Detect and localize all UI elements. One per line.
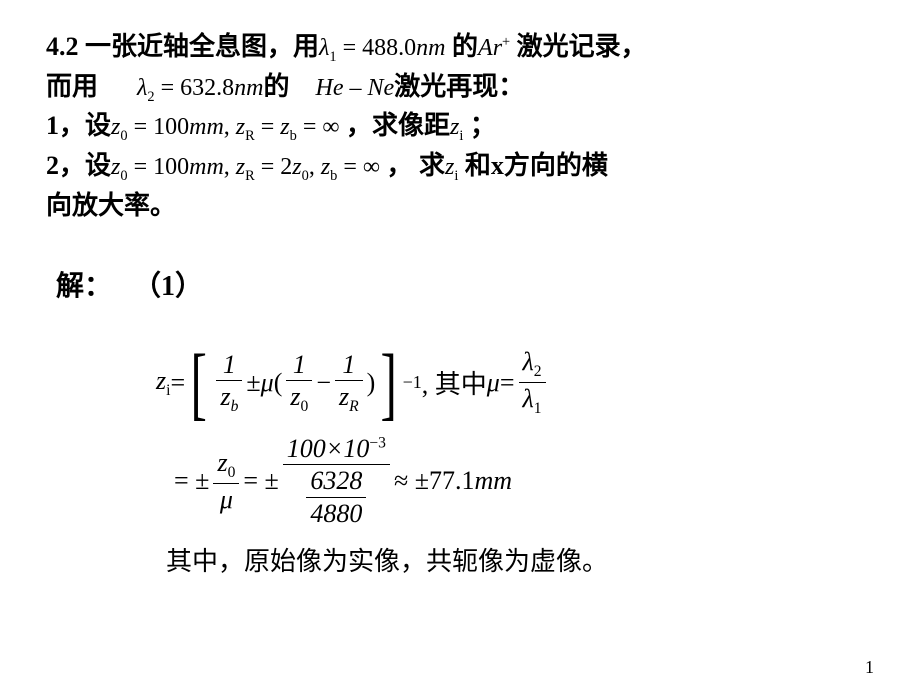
lambda2: λ2 = 632.8nm	[137, 75, 264, 101]
z0-eq-2: z0 = 100mm, zR = 2z0, zb = ∞	[111, 154, 380, 180]
text: ， 求	[380, 151, 445, 180]
problem-line-4: 2，设z0 = 100mm, zR = 2z0, zb = ∞ ， 求zi 和x…	[46, 147, 880, 187]
text: 的	[264, 72, 290, 101]
eq-pm: = ±	[174, 466, 209, 496]
text: 向放大率。	[46, 191, 176, 220]
formula-row-1: zi = [ 1 zb ± μ ( 1 z0 − 1 zR )	[156, 346, 880, 528]
approx-val: ≈ ±77.1	[394, 466, 475, 496]
frac-z0-mu: z0 μ	[213, 447, 239, 515]
power-neg1: −1	[403, 372, 422, 393]
right-bracket: ]	[381, 350, 397, 416]
zi: zi	[156, 366, 170, 400]
frac-lambda: λ2 λ1	[519, 346, 546, 419]
rparen: )	[367, 368, 376, 398]
formula-row-2: = ± z0 μ = ± 100×10−3 6328 4880 ≈ ±77.1	[174, 433, 880, 529]
text: 4.2 一张近轴全息图，用	[46, 32, 319, 61]
where-text: , 其中	[422, 364, 487, 401]
text: 而用	[46, 72, 98, 101]
z0-eq: z0 = 100mm, zR = zb = ∞	[111, 114, 339, 140]
text: 和x方向的横	[458, 151, 608, 180]
equals: =	[170, 368, 185, 398]
text: 1，设	[46, 111, 111, 140]
lambda1: λ1 = 488.0nm	[319, 35, 446, 61]
problem-line-3: 1，设z0 = 100mm, zR = zb = ∞ ，求像距zi ；	[46, 107, 880, 147]
solution-label: 解： （1）	[56, 264, 880, 304]
frac-numeric: 100×10−3 6328 4880	[283, 433, 390, 529]
left-bracket: [	[191, 350, 207, 416]
text: ，求像距	[339, 111, 450, 140]
conclusion-text: 其中，原始像为实像，共轭像为虚像。	[166, 541, 880, 578]
he-ne: He – Ne	[316, 75, 395, 101]
frac-1-zR: 1 zR	[335, 349, 363, 417]
zi: zi	[450, 114, 463, 140]
problem-line-5: 向放大率。	[46, 187, 880, 225]
zi-2: zi	[445, 154, 458, 180]
text: ；	[463, 111, 496, 140]
problem-line-1: 4.2 一张近轴全息图，用λ1 = 488.0nm 的Ar+ 激光记录，	[46, 28, 880, 68]
ar-ion: Ar+	[478, 35, 510, 61]
mu-def: μ	[487, 368, 500, 398]
frac-1-zb: 1 zb	[216, 349, 242, 417]
minus: −	[316, 368, 331, 398]
text: 激光再现：	[394, 72, 524, 101]
eq2: =	[500, 368, 515, 398]
mu: μ	[261, 368, 274, 398]
eq-pm-2: = ±	[243, 466, 278, 496]
text: 的	[446, 32, 479, 61]
problem-line-2: 而用 λ2 = 632.8nm的 He – Ne激光再现：	[46, 68, 880, 108]
text: 2，设	[46, 151, 111, 180]
text: 激光记录，	[510, 32, 647, 61]
lparen: (	[274, 368, 283, 398]
plus-minus: ±	[246, 368, 260, 398]
page-number: 1	[865, 657, 874, 678]
frac-1-z0: 1 z0	[286, 349, 312, 417]
unit-mm: mm	[474, 466, 512, 496]
